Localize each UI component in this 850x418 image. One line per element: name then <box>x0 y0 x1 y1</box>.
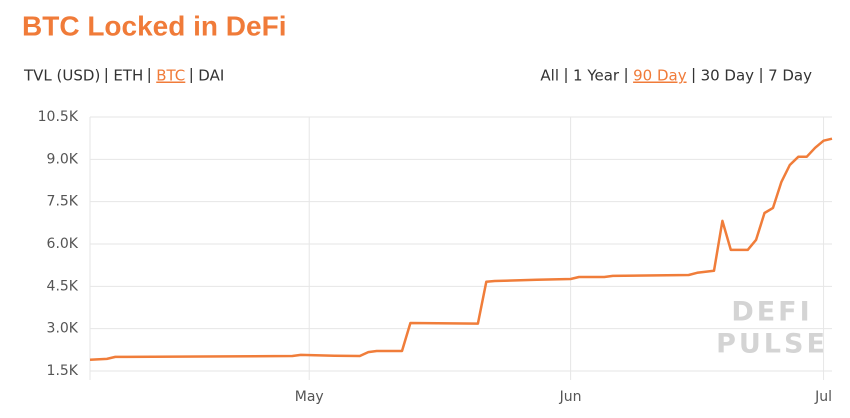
y-tick-label: 7.5K <box>47 194 79 210</box>
metric-option[interactable]: DAI <box>198 67 224 85</box>
x-tick-label: Jun <box>559 389 582 405</box>
watermark: DEFI <box>731 297 812 328</box>
x-tick-label: Jul <box>814 389 832 405</box>
watermark: PULSE <box>716 329 828 360</box>
y-tick-label: 10.5K <box>38 109 79 125</box>
range-option[interactable]: 30 Day <box>701 67 755 85</box>
metric-option[interactable]: ETH <box>113 67 143 85</box>
x-tick-label: May <box>295 389 324 405</box>
range-option[interactable]: All <box>540 67 559 85</box>
metric-option[interactable]: TVL (USD) <box>23 67 100 85</box>
y-tick-label: 4.5K <box>47 278 79 294</box>
y-tick-label: 9.0K <box>47 151 79 167</box>
range-option[interactable]: 7 Day <box>768 67 812 85</box>
y-tick-label: 1.5K <box>47 363 79 379</box>
line <box>89 137 833 361</box>
y-tick-label: 6.0K <box>47 236 79 252</box>
chart-title: BTC Locked in DeFi <box>22 10 286 41</box>
metric-option[interactable]: BTC <box>156 67 185 85</box>
range-option[interactable]: 1 Year <box>573 67 620 85</box>
y-tick-label: 3.0K <box>47 321 79 337</box>
range-option[interactable]: 90 Day <box>633 67 687 85</box>
